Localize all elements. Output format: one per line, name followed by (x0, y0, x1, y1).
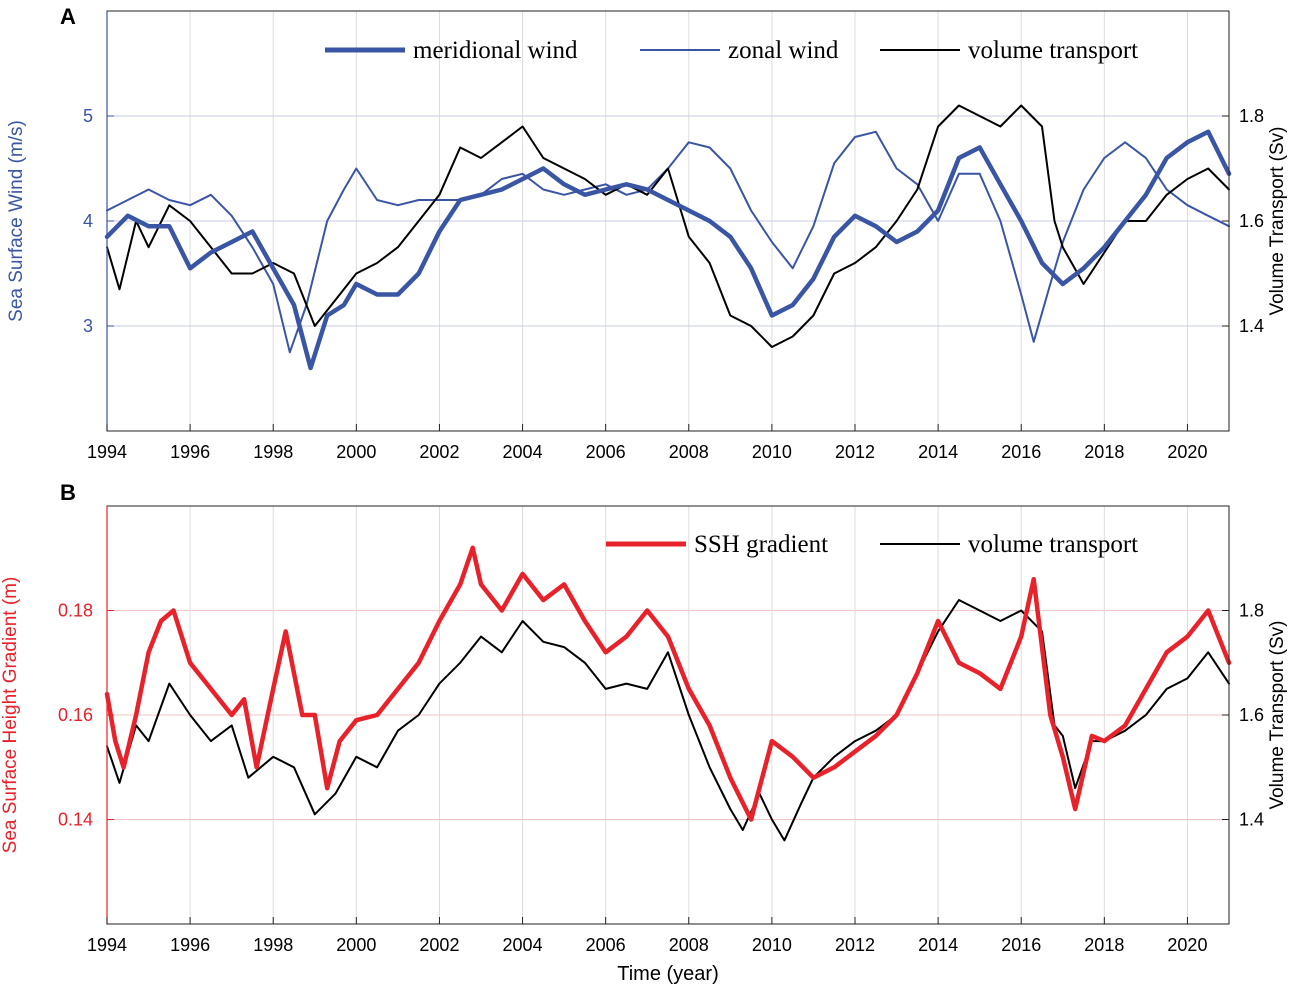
legend-label-zonal-wind: zonal wind (728, 37, 839, 64)
x-tick-label: 2002 (419, 935, 459, 955)
legend-label-ssh-gradient: SSH gradient (694, 531, 828, 558)
panel-a-label: A (60, 4, 76, 29)
x-tick-label: 2018 (1084, 442, 1124, 462)
x-tick-label: 2006 (586, 442, 626, 462)
y-left-tick-label: 4 (83, 211, 93, 231)
legend-label-volume-transport-a: volume transport (968, 37, 1138, 64)
y-right-tick-label: 1.8 (1239, 601, 1264, 621)
panel-b-label: B (60, 480, 76, 505)
panel-b-lines (104, 545, 1232, 842)
panel-a-left-axis-label: Sea Surface Wind (m/s) (6, 120, 27, 322)
series-line-ssh-gradient (104, 545, 1232, 822)
x-tick-label: 2012 (835, 442, 875, 462)
panel-b-right-axis-label: Volume Transport (Sv) (1267, 620, 1288, 809)
panel-a-ticks: 1994 1996 1998 2000 2002 2004 2006 2008 2010 2012… (83, 106, 1264, 462)
x-tick-label: 2020 (1167, 442, 1207, 462)
x-tick-label: 1996 (170, 442, 210, 462)
y-right-tick-label: 1.4 (1239, 316, 1264, 336)
x-tick-label: 2000 (336, 935, 376, 955)
x-tick-label: 1994 (87, 935, 127, 955)
y-left-tick-label: 0.16 (58, 705, 93, 725)
x-tick-label: 2010 (752, 935, 792, 955)
x-tick-label: 1994 (87, 442, 127, 462)
x-tick-label: 2012 (835, 935, 875, 955)
x-tick-label: 2014 (918, 935, 958, 955)
x-axis-label: Time (year) (617, 963, 718, 985)
panel-b-left-axis-label: Sea Surface Height Gradient (m) (0, 577, 21, 854)
panel-a: A 1994 1996 1998 2000 2002 2004 2006 2008 2010 20… (6, 4, 1288, 462)
x-tick-label: 2004 (503, 442, 543, 462)
legend-label-volume-transport-b: volume transport (968, 531, 1138, 558)
panel-b: B 1994 1996 1998 2000 2002 2004 2006 2008 2010 20… (0, 480, 1288, 985)
x-tick-label: 2004 (503, 935, 543, 955)
series-line-volume-transport (106, 104, 1230, 348)
y-right-tick-label: 1.4 (1239, 810, 1264, 830)
x-tick-label: 2006 (586, 935, 626, 955)
x-tick-label: 1996 (170, 935, 210, 955)
y-right-tick-label: 1.6 (1239, 705, 1264, 725)
x-tick-label: 2020 (1167, 935, 1207, 955)
y-left-tick-label: 5 (83, 106, 93, 126)
panel-a-right-axis-label: Volume Transport (Sv) (1267, 126, 1288, 315)
series-line-meridional-wind (104, 129, 1232, 371)
panel-a-grid (107, 11, 1229, 431)
y-right-tick-label: 1.8 (1239, 106, 1264, 126)
panel-b-ticks: 1994 1996 1998 2000 2002 2004 2006 2008 2010 2012… (58, 601, 1264, 956)
panel-b-grid (107, 506, 1229, 924)
x-tick-label: 2016 (1001, 935, 1041, 955)
panel-a-lines (104, 104, 1232, 371)
y-left-tick-label: 0.18 (58, 601, 93, 621)
y-left-tick-label: 0.14 (58, 810, 93, 830)
x-tick-label: 2002 (419, 442, 459, 462)
x-tick-label: 2010 (752, 442, 792, 462)
x-tick-label: 2008 (669, 935, 709, 955)
panel-b-legend: SSH gradient volume transport (606, 531, 1138, 558)
x-tick-label: 2014 (918, 442, 958, 462)
x-tick-label: 2016 (1001, 442, 1041, 462)
x-tick-label: 1998 (253, 442, 293, 462)
x-tick-label: 2000 (336, 442, 376, 462)
y-right-tick-label: 1.6 (1239, 211, 1264, 231)
panel-a-legend: meridional wind zonal wind volume transp… (325, 37, 1138, 64)
x-tick-label: 2008 (669, 442, 709, 462)
x-tick-label: 1998 (253, 935, 293, 955)
legend-label-meridional-wind: meridional wind (413, 37, 578, 64)
x-tick-label: 2018 (1084, 935, 1124, 955)
y-left-tick-label: 3 (83, 316, 93, 336)
